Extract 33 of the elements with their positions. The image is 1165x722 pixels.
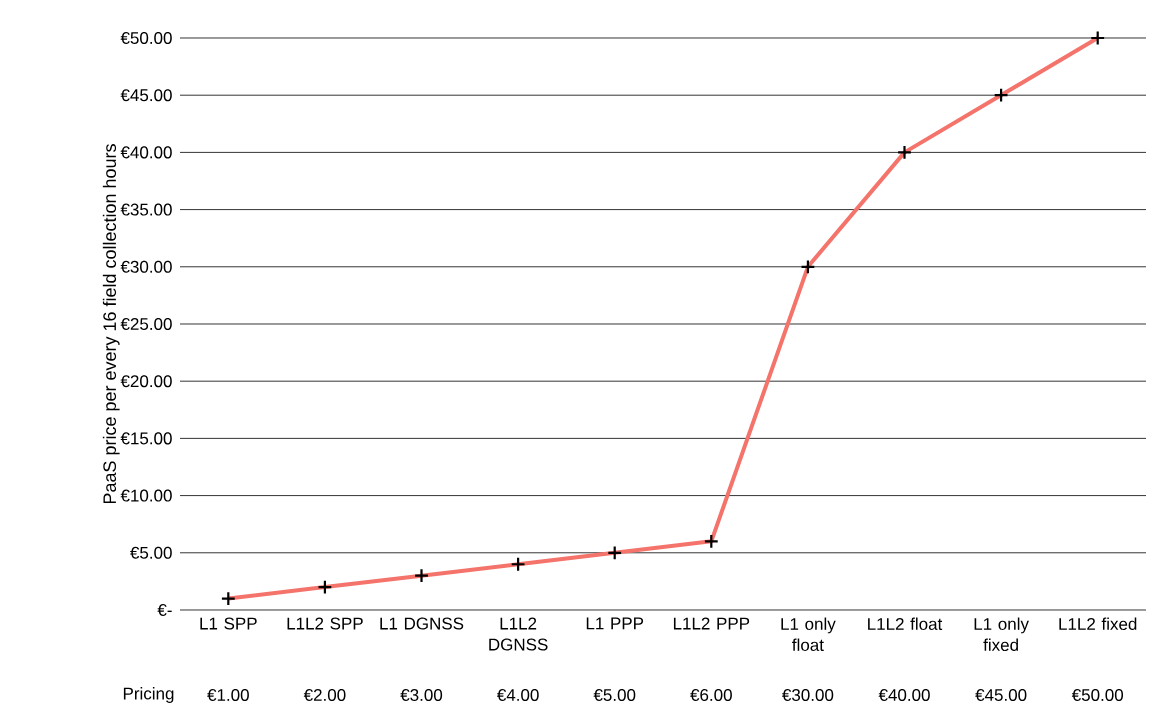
text: Pricing	[123, 687, 174, 703]
data-label: €45.00	[975, 688, 1027, 702]
y-tick-label: €30.00	[120, 260, 172, 273]
data-label: €5.00	[593, 688, 636, 702]
x-tick-label: L1L2 float	[868, 617, 943, 631]
y-tick-label: €40.00	[120, 146, 172, 159]
data-label: €4.00	[496, 688, 539, 702]
data-label: €50.00	[1071, 688, 1124, 702]
y-tick-label: €15.00	[120, 432, 172, 445]
y-tick-label: €50.00	[120, 31, 172, 45]
y-axis-title: PaaS price per every 16 field collection hours	[102, 144, 120, 504]
x-tick-label: L1 DGNSS	[380, 617, 464, 630]
y-tick-label: €10.00	[120, 489, 172, 502]
x-tick-label: L1 PPP	[586, 617, 644, 630]
y-tick-label: €20.00	[120, 375, 172, 388]
x-tick-label: L1 only float	[781, 617, 836, 652]
x-tick-label: L1 only fixed	[974, 617, 1029, 652]
data-label: €2.00	[303, 688, 346, 702]
data-label: €6.00	[690, 688, 732, 702]
x-tick-label: L1L2 SPP	[287, 617, 363, 630]
y-tick-label: €5.00	[130, 546, 172, 559]
x-tick-label: L1L2 DGNSS	[489, 617, 548, 651]
y-tick-label: €45.00	[120, 89, 172, 102]
x-tick-label: L1L2 PPP	[673, 617, 750, 630]
x-tick-label: L1 SPP	[200, 617, 257, 630]
data-label: €30.00	[782, 688, 834, 702]
y-tick-label: €-	[157, 603, 172, 617]
y-tick-label: €35.00	[120, 203, 172, 216]
data-label: €3.00	[400, 688, 443, 702]
x-tick-label: L1L2 fixed	[1059, 617, 1137, 631]
data-label: €1.00	[207, 688, 249, 702]
y-tick-label: €25.00	[120, 317, 172, 331]
data-label: €40.00	[878, 688, 930, 702]
